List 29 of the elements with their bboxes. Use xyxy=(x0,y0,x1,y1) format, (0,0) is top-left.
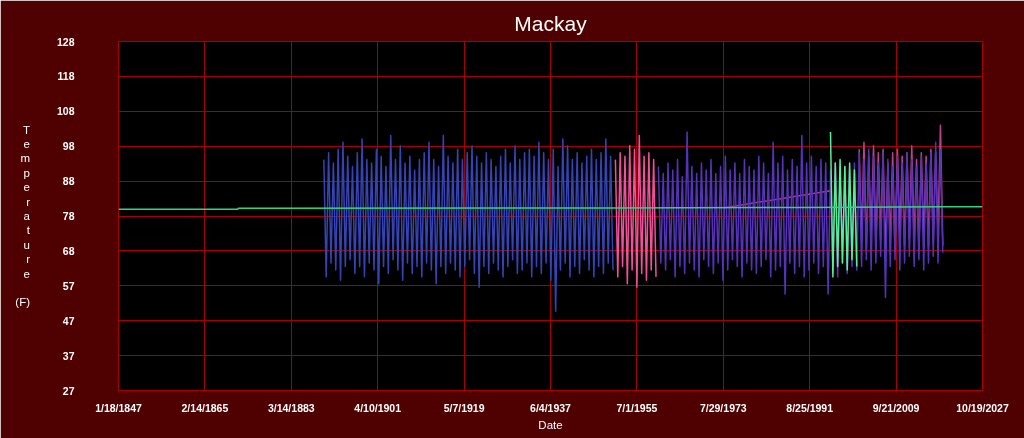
line-series xyxy=(657,131,944,299)
x-axis-title: Date xyxy=(538,418,563,431)
y-tick-label: 57 xyxy=(62,279,75,292)
y-tick-label: 128 xyxy=(56,35,75,48)
y-tick-label: 88 xyxy=(62,175,75,188)
chart-title: Mackay xyxy=(514,11,588,35)
line-series xyxy=(323,134,614,313)
line-series xyxy=(614,134,657,288)
y-tick-label: 37 xyxy=(62,349,75,362)
y-tick-label: 68 xyxy=(62,244,75,257)
x-tick-label: 6/4/1937 xyxy=(530,401,572,414)
x-tick-label: 5/7/1919 xyxy=(443,401,485,414)
y-tick-label: 27 xyxy=(62,384,75,397)
y-tick-label: 118 xyxy=(57,70,75,83)
y-tick-label: 47 xyxy=(62,314,75,327)
y-tick-label: 78 xyxy=(62,210,75,222)
x-tick-label: 3/14/1883 xyxy=(267,401,315,414)
x-tick-label: 9/21/2009 xyxy=(872,401,920,414)
x-tick-label: 2/14/1865 xyxy=(181,401,229,414)
text: Temperature (F) xyxy=(15,123,30,309)
x-tick-label: 8/25/1991 xyxy=(786,401,834,414)
y-tick-label: 98 xyxy=(62,140,75,153)
x-tick-label: 10/19/2027 xyxy=(956,401,1009,414)
x-tick-label: 4/10/1901 xyxy=(354,401,402,414)
x-tick-label: 7/1/1955 xyxy=(616,401,658,414)
x-tick-label: 1/18/1847 xyxy=(95,401,143,414)
y-tick-label: 108 xyxy=(56,105,75,118)
x-tick-label: 7/29/1973 xyxy=(699,401,747,414)
line-series xyxy=(829,131,858,278)
